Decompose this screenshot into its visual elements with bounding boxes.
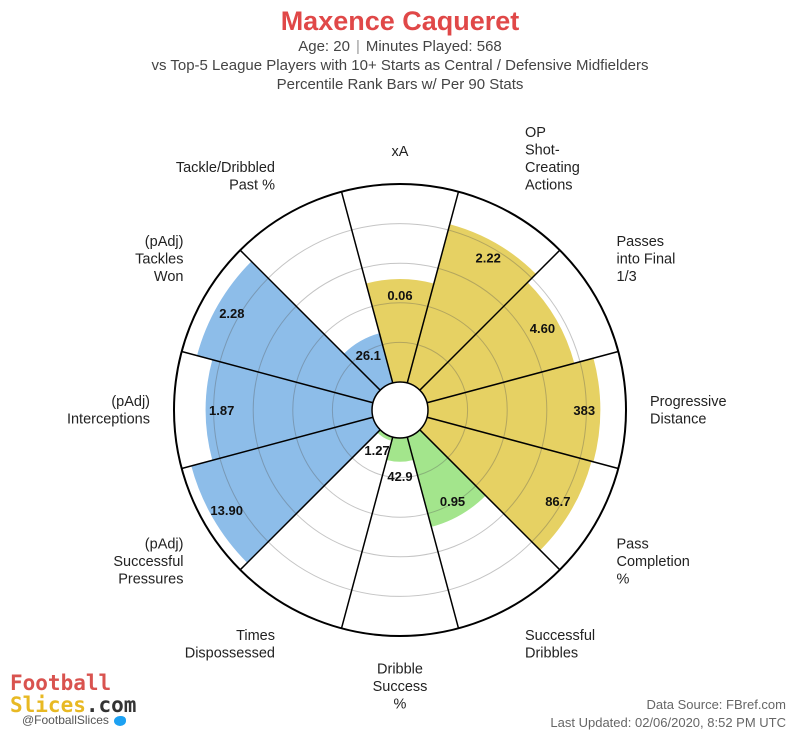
- category-label-11: Tackle/Dribbled Past %: [176, 160, 275, 194]
- value-label-2: 4.60: [530, 321, 555, 336]
- category-label-6: Dribble Success%: [373, 662, 428, 713]
- value-label-0: 0.06: [387, 288, 412, 303]
- grid-ring-40: [292, 302, 508, 518]
- spoke-1: [406, 191, 460, 384]
- category-label-0: xA: [392, 144, 409, 160]
- spoke-2: [419, 249, 561, 391]
- category-label-8: (pAdj) Successful Pressures: [113, 537, 183, 588]
- value-label-6: 42.9: [387, 469, 412, 484]
- twitter-handle: @FootballSlices: [22, 713, 127, 727]
- value-label-1: 2.22: [476, 250, 501, 265]
- twitter-icon: [114, 715, 127, 726]
- bar-0: [366, 279, 434, 383]
- data-source: Data Source: FBref.com: [646, 697, 786, 712]
- chart-header: Maxence Caqueret Age: 20 | Minutes Played:…: [0, 0, 800, 94]
- value-label-8: 13.90: [210, 503, 243, 518]
- spoke-8: [239, 429, 381, 571]
- spoke-5: [419, 429, 561, 571]
- category-label-1: OP Shot-Creating Actions: [525, 125, 580, 194]
- bar-3: [427, 358, 601, 462]
- value-label-5: 0.95: [440, 494, 465, 509]
- spoke-11: [239, 249, 381, 391]
- comparison-text: vs Top-5 League Players with 10+ Starts …: [151, 57, 649, 74]
- minutes-text: Minutes Played: 568: [365, 38, 502, 55]
- value-label-3: 383: [573, 403, 595, 418]
- category-label-4: Pass Completion%: [617, 537, 690, 588]
- category-label-9: (pAdj) Interceptions: [67, 394, 150, 428]
- bar-7: [377, 429, 393, 441]
- category-label-2: Passes into Final 1/3: [617, 234, 676, 285]
- spoke-7: [340, 436, 394, 629]
- value-label-10: 2.28: [219, 306, 244, 321]
- bar-2: [419, 282, 575, 403]
- grid-ring-20: [331, 341, 469, 479]
- handle-text: @FootballSlices: [22, 713, 109, 727]
- logo-com: .com: [85, 693, 137, 717]
- spoke-9: [181, 416, 374, 470]
- age-text: Age: 20: [298, 38, 350, 55]
- value-label-11: 26.1: [356, 348, 381, 363]
- bar-5: [407, 429, 486, 527]
- category-label-10: (pAdj) Tackles Won: [135, 234, 183, 285]
- value-label-9: 1.87: [209, 403, 234, 418]
- grid-ring-60: [252, 262, 548, 558]
- spoke-6: [406, 436, 460, 629]
- info-separator: |: [355, 38, 360, 55]
- category-label-3: Progressive Distance: [650, 394, 727, 428]
- value-label-7: 1.27: [364, 443, 389, 458]
- bar-11: [343, 333, 393, 391]
- spoke-10: [181, 350, 374, 404]
- spoke-3: [426, 350, 619, 404]
- spoke-0: [340, 191, 394, 384]
- logo-line-1: Football: [10, 671, 112, 695]
- logo-line-2: Slices.com: [10, 694, 136, 716]
- chart-title: Maxence Caqueret: [280, 6, 520, 36]
- player-info: Age: 20 | Minutes Played: 568: [0, 37, 800, 56]
- footballslices-logo: Football Slices.com: [10, 672, 136, 716]
- bar-9: [205, 359, 373, 461]
- bar-6: [386, 437, 414, 462]
- center-hole: [371, 381, 429, 439]
- logo-slices: Slices: [10, 693, 86, 717]
- last-updated: Last Updated: 02/06/2020, 8:52 PM UTC: [550, 715, 786, 730]
- category-label-7: Times Dispossessed: [185, 628, 275, 662]
- category-label-5: Successful Dribbles: [525, 628, 595, 662]
- method-text: Percentile Rank Bars w/ Per 90 Stats: [276, 76, 524, 93]
- spoke-4: [426, 416, 619, 470]
- value-label-4: 86.7: [545, 494, 570, 509]
- grid-ring-80: [213, 223, 587, 597]
